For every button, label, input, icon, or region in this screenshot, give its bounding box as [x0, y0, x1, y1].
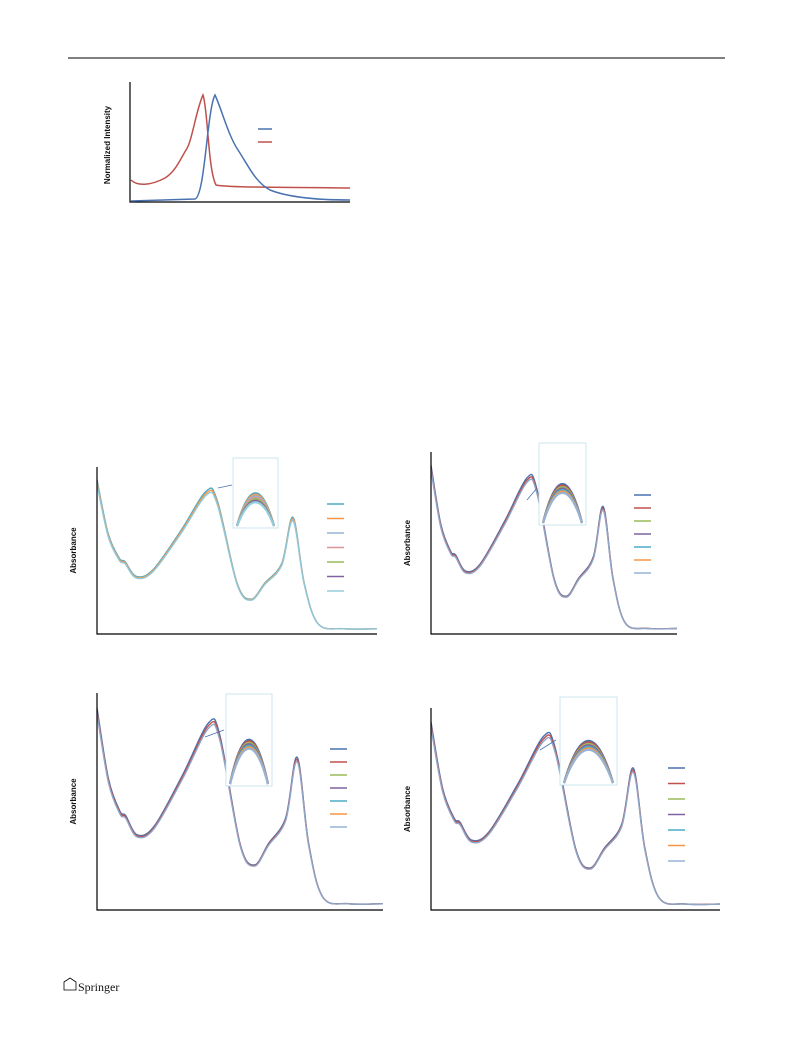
inset-peak [541, 491, 584, 524]
y-axis-label: Absorbance [69, 527, 78, 574]
axes [96, 467, 377, 635]
inset-peak [228, 747, 270, 785]
axes [430, 708, 720, 911]
publisher-logo [63, 977, 77, 991]
absorbance-curve [430, 470, 678, 630]
arrow [539, 739, 557, 751]
inset-peak [562, 748, 615, 784]
inset-peak [235, 501, 276, 527]
absorbance-figure: Absorbance [403, 696, 721, 911]
arrow [217, 484, 233, 489]
y-axis-label: Absorbance [403, 519, 412, 566]
y-axis-label: Absorbance [69, 778, 78, 825]
emission-figure: Normalized Intensity [103, 82, 351, 203]
blue-curve [130, 93, 351, 202]
y-axis-label: Normalized Intensity [103, 105, 112, 184]
arrow [204, 729, 225, 738]
axes [129, 82, 350, 203]
absorbance-curve [96, 483, 378, 630]
absorbance-curve [96, 713, 384, 905]
y-axis-label: Absorbance [403, 785, 412, 832]
arrow [526, 487, 538, 501]
axes [430, 452, 677, 635]
absorbance-figure: Absorbance [69, 693, 384, 911]
absorbance-figure: Absorbance [403, 442, 678, 635]
publisher: Springer [78, 980, 119, 994]
axes [96, 693, 383, 911]
red-curve [130, 92, 351, 189]
absorbance-figure: Absorbance [69, 457, 378, 635]
absorbance-curve [430, 727, 721, 906]
